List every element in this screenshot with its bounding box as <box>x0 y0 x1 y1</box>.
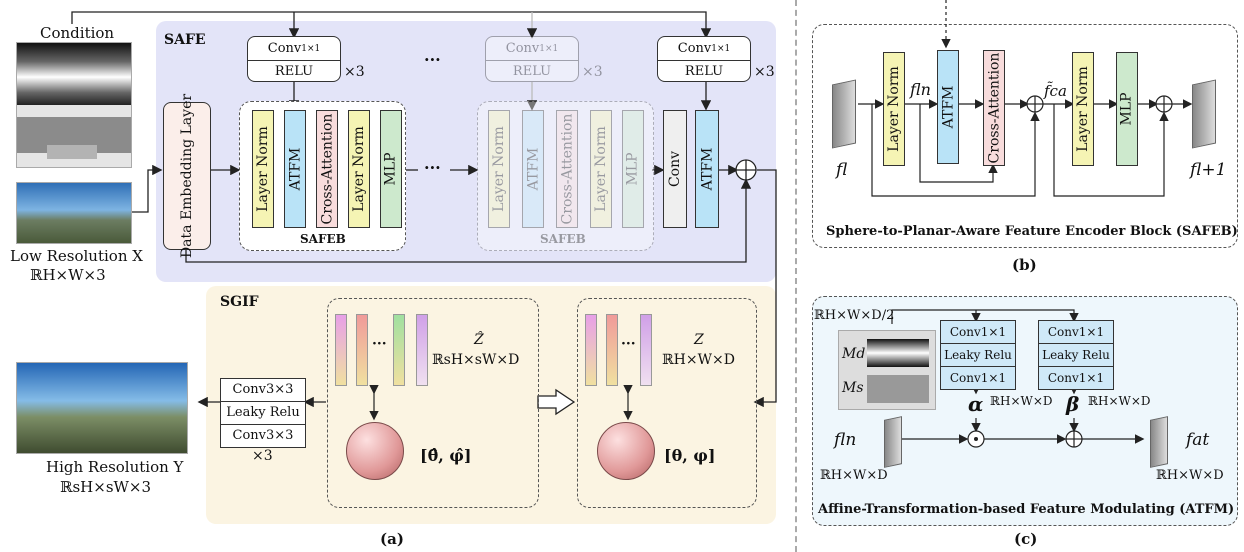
z-label: Z <box>694 332 704 348</box>
atfm-input-dim: ℝH×W×D/2 <box>814 308 895 323</box>
times3-label-3: ×3 <box>754 64 775 80</box>
conv-relu-3: Conv 1×1 RELU <box>657 36 751 82</box>
times3-label-faded: ×3 <box>582 64 603 80</box>
ellipsis-top: ··· <box>424 50 441 69</box>
atfm-f-ln-dim: ℝH×W×D <box>820 468 888 483</box>
z-hat-label: Ẑ <box>474 332 484 348</box>
z-hat-dim: ℝsH×sW×D <box>432 352 520 368</box>
safeb1-layer-norm-2: Layer Norm <box>348 110 370 228</box>
sgif-box-z <box>577 298 757 508</box>
beta-dim: ℝH×W×D <box>1088 394 1151 408</box>
final-conv: Conv <box>663 110 687 228</box>
high-res-label: High Resolution Y <box>46 458 184 476</box>
atfm-f-at-feature <box>1150 416 1168 468</box>
safeb2-atfm: ATFM <box>522 110 544 228</box>
output-times3: ×3 <box>252 448 273 464</box>
caption-a: (a) <box>380 530 404 548</box>
safeb1-atfm: ATFM <box>284 110 306 228</box>
safeb2-mlp: MLP <box>622 110 644 228</box>
f-l1-label: fl+1 <box>1190 160 1227 180</box>
high-res-dim: ℝsH×sW×3 <box>60 478 152 496</box>
feature-bar-z-3 <box>640 314 652 386</box>
low-res-image <box>16 182 132 244</box>
safeb2-label: SAFEB <box>540 232 586 246</box>
sphere-z <box>597 422 655 480</box>
sphere-hat <box>346 422 404 480</box>
beta-label: β <box>1066 392 1080 416</box>
safeb-atfm: ATFM <box>937 50 959 164</box>
feature-bar-hat-1 <box>335 314 347 386</box>
atfm-f-ln-label: fln <box>834 430 857 450</box>
ellipsis-z: ··· <box>621 336 636 352</box>
times3-label: ×3 <box>344 64 365 80</box>
safeb-layer-norm-2: Layer Norm <box>1072 52 1094 166</box>
sgif-title: SGIF <box>220 294 259 310</box>
safeb1-label: SAFEB <box>300 232 346 246</box>
m-s-label: Ms <box>842 380 864 396</box>
caption-b: (b) <box>1012 256 1037 274</box>
condition-label: Condition <box>40 24 115 42</box>
low-res-label: Low Resolution X <box>10 247 143 265</box>
z-dim: ℝH×W×D <box>662 352 735 368</box>
safeb-group-2 <box>477 101 654 251</box>
alpha-dim: ℝH×W×D <box>990 394 1053 408</box>
atfm-title: Affine-Transformation-based Feature Modu… <box>818 502 1235 517</box>
data-embedding-layer: Data Embedding Layer <box>163 94 211 258</box>
feature-bar-hat-4 <box>416 314 428 386</box>
condition-maps-image <box>838 330 936 410</box>
feature-bar-hat-3 <box>393 314 405 386</box>
safeb-mlp: MLP <box>1116 52 1138 166</box>
sgif-box-hat <box>327 298 539 508</box>
panel-b-connections <box>858 0 1193 197</box>
f-l1-feature <box>1192 79 1216 149</box>
panel-a-connections <box>71 11 777 421</box>
atfm-f-ln-feature <box>884 416 902 468</box>
panel-separator <box>795 0 797 552</box>
f-l-feature <box>832 79 856 149</box>
atfm-f-at-dim: ℝH×W×D <box>1156 468 1224 483</box>
feature-bar-hat-2 <box>356 314 368 386</box>
caption-c: (c) <box>1014 530 1038 548</box>
conv-relu-2: Conv 1×1 RELU <box>485 36 579 82</box>
safeb1-mlp: MLP <box>380 110 402 228</box>
safeb-title: Sphere-to-Planar-Aware Feature Encoder B… <box>826 224 1238 239</box>
ellipsis-mid: ··· <box>424 158 441 177</box>
coords-hat-label: [θ̂, φ̂] <box>420 446 472 465</box>
panel-c-connections <box>891 309 1145 448</box>
atfm-f-at-label: fat <box>1186 430 1210 450</box>
safeb2-layer-norm-1: Layer Norm <box>488 110 510 228</box>
safeb1-cross-attention: Cross-Attention <box>316 110 338 228</box>
final-atfm: ATFM <box>695 110 719 228</box>
feature-bar-z-1 <box>585 314 597 386</box>
safe-title: SAFE <box>164 32 206 48</box>
safeb2-layer-norm-2: Layer Norm <box>590 110 612 228</box>
condition-image <box>16 42 132 168</box>
atfm-branch-alpha: Conv1×1 Leaky Relu Conv1×1 <box>940 320 1016 390</box>
ellipsis-hat: ··· <box>372 336 387 352</box>
feature-bar-z-2 <box>606 314 618 386</box>
low-res-dim: ℝH×W×3 <box>30 266 106 284</box>
conv-relu-1: Conv 1×1 RELU <box>247 36 341 82</box>
safeb-cross-attention: Cross-Attention <box>983 50 1005 166</box>
output-conv-stack: Conv3×3 Leaky Relu Conv3×3 <box>220 378 306 448</box>
safeb2-cross-attention: Cross-Attention <box>556 110 578 228</box>
high-res-image <box>16 362 188 454</box>
f-ln-label: fln <box>910 80 931 99</box>
alpha-label: α <box>968 392 984 416</box>
m-d-label: Md <box>842 346 866 362</box>
f-l-label: fl <box>836 160 848 180</box>
atfm-branch-beta: Conv1×1 Leaky Relu Conv1×1 <box>1038 320 1114 390</box>
safeb-layer-norm-1: Layer Norm <box>883 52 905 166</box>
coords-label: [θ, φ] <box>664 446 716 465</box>
safeb1-layer-norm-1: Layer Norm <box>252 110 274 228</box>
f-ca-label: f̃ca <box>1044 82 1067 100</box>
